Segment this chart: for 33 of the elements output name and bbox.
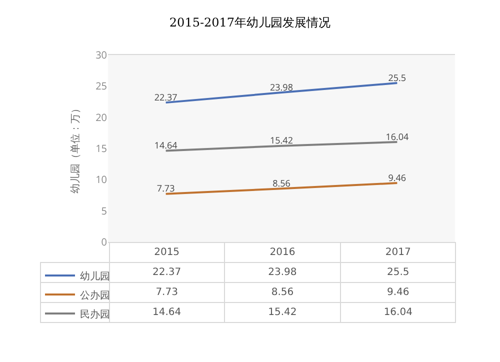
y-axis-title: 幼儿园（单位：万） xyxy=(68,104,82,194)
data-label: 14.64 xyxy=(154,138,178,152)
legend-label: 公办园 xyxy=(80,287,110,302)
text: 15.42 xyxy=(224,302,340,322)
legend-label: 民办园 xyxy=(80,306,110,320)
text: 9.46 xyxy=(340,282,456,302)
text: 25.5 xyxy=(340,262,456,282)
data-label: 23.98 xyxy=(270,80,293,94)
y-tick-label: 30 xyxy=(96,48,108,62)
data-label: 15.42 xyxy=(270,134,293,147)
data-label: 9.46 xyxy=(388,170,406,184)
chart-title: 2015-2017年幼儿园发展情况 xyxy=(169,16,331,30)
text: 8.56 xyxy=(224,282,340,302)
x-tick-label: 2016 xyxy=(224,242,340,262)
text: 14.64 xyxy=(109,302,225,322)
y-tick-label: 0 xyxy=(101,234,108,248)
data-label: 16.04 xyxy=(386,130,409,143)
text: 22.37 xyxy=(109,262,225,282)
text: 16.04 xyxy=(340,302,456,322)
y-tick-label: 5 xyxy=(101,203,108,218)
x-tick-label: 2015 xyxy=(109,242,225,262)
text: 23.98 xyxy=(224,262,340,282)
legend-label: 幼儿园 xyxy=(80,268,110,282)
data-label: 22.37 xyxy=(154,90,178,104)
text: 7.73 xyxy=(109,282,225,302)
y-tick-label: 25 xyxy=(96,78,108,93)
x-tick-label: 2017 xyxy=(340,242,456,262)
data-label: 8.56 xyxy=(272,176,290,190)
y-tick-label: 15 xyxy=(96,141,108,155)
y-tick-label: 20 xyxy=(96,110,108,124)
data-label: 25.5 xyxy=(388,70,406,84)
y-tick-label: 10 xyxy=(96,172,108,186)
data-label: 7.73 xyxy=(156,182,175,195)
